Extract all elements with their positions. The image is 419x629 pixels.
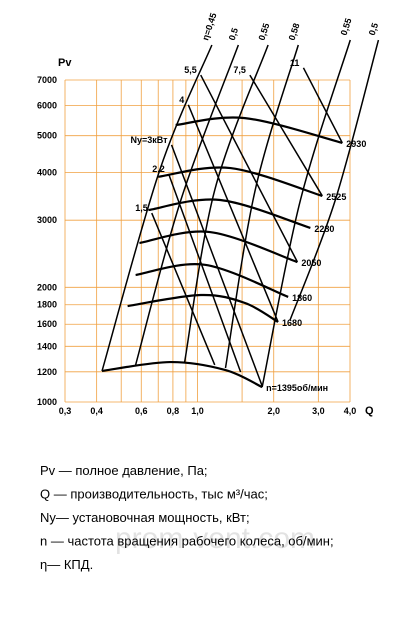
power-label: 5,5 xyxy=(184,65,197,75)
x-tick-label: 2,0 xyxy=(267,406,280,416)
power-label: 7,5 xyxy=(233,65,246,75)
y-tick-label: 3000 xyxy=(37,215,57,225)
efficiency-label: 0,58 xyxy=(287,22,302,42)
x-tick-label: 0,6 xyxy=(135,406,148,416)
speed-curve xyxy=(175,116,343,144)
y-axis-label: Pv xyxy=(58,57,72,69)
x-axis-label: Q xyxy=(365,405,374,417)
speed-curve xyxy=(127,293,279,323)
y-tick-label: 1200 xyxy=(37,367,57,377)
speed-curve xyxy=(139,230,298,264)
y-tick-label: 5000 xyxy=(37,131,57,141)
x-tick-label: 0,4 xyxy=(90,406,103,416)
x-tick-label: 1,0 xyxy=(191,406,204,416)
watermark: prom-vent.com xyxy=(115,522,315,555)
x-tick-label: 0,3 xyxy=(59,406,72,416)
legend-note: Ny— установочная мощность, кВт; xyxy=(40,510,250,525)
power-label: 2,2 xyxy=(152,164,165,174)
power-label: 1,5 xyxy=(135,203,148,213)
efficiency-line xyxy=(134,44,240,366)
y-tick-label: 4000 xyxy=(37,168,57,178)
y-tick-label: 1000 xyxy=(37,397,57,407)
speed-curve xyxy=(158,166,323,197)
power-label: 11 xyxy=(290,58,300,68)
speed-label: 1680 xyxy=(282,318,302,328)
x-tick-label: 4,0 xyxy=(344,406,357,416)
x-tick-label: 0,8 xyxy=(167,406,180,416)
efficiency-label: η=0,45 xyxy=(200,12,218,42)
y-tick-label: 1600 xyxy=(37,319,57,329)
power-line xyxy=(151,212,216,366)
power-line xyxy=(302,67,343,144)
speed-label: n=1395об/мин xyxy=(266,383,328,393)
legend-note: Pv — полное давление, Па; xyxy=(40,463,208,478)
power-label: 4 xyxy=(179,95,184,105)
speed-label: 2050 xyxy=(301,258,321,268)
power-line xyxy=(168,173,242,373)
y-tick-label: 2000 xyxy=(37,282,57,292)
speed-label: 2280 xyxy=(314,224,334,234)
efficiency-line xyxy=(101,44,213,372)
speed-label: 1860 xyxy=(292,293,312,303)
y-tick-label: 7000 xyxy=(37,75,57,85)
efficiency-label: 0,55 xyxy=(256,22,271,42)
efficiency-label: 0,5 xyxy=(227,27,240,42)
y-tick-label: 1800 xyxy=(37,300,57,310)
efficiency-label: 0,55 xyxy=(339,17,354,37)
speed-curve xyxy=(148,198,311,229)
speed-label: 2930 xyxy=(346,139,366,149)
efficiency-line xyxy=(224,44,300,369)
efficiency-label: 0,5 xyxy=(367,22,380,37)
power-line xyxy=(200,74,299,263)
y-tick-label: 6000 xyxy=(37,101,57,111)
efficiency-line xyxy=(289,39,380,321)
speed-curve xyxy=(101,360,263,389)
power-line xyxy=(187,104,279,323)
efficiency-line xyxy=(261,39,351,388)
legend-note: Q — производительность, тыс м³/час; xyxy=(40,487,268,502)
efficiency-line xyxy=(183,44,269,363)
x-tick-label: 3,0 xyxy=(312,406,325,416)
power-label: Ny=3кВт xyxy=(130,135,168,145)
legend-note: η— КПД. xyxy=(40,557,93,572)
speed-curve xyxy=(135,263,289,298)
y-tick-label: 1400 xyxy=(37,341,57,351)
power-line xyxy=(249,74,323,197)
legend-note: n — частота вращения рабочего колеса, об… xyxy=(40,534,334,549)
